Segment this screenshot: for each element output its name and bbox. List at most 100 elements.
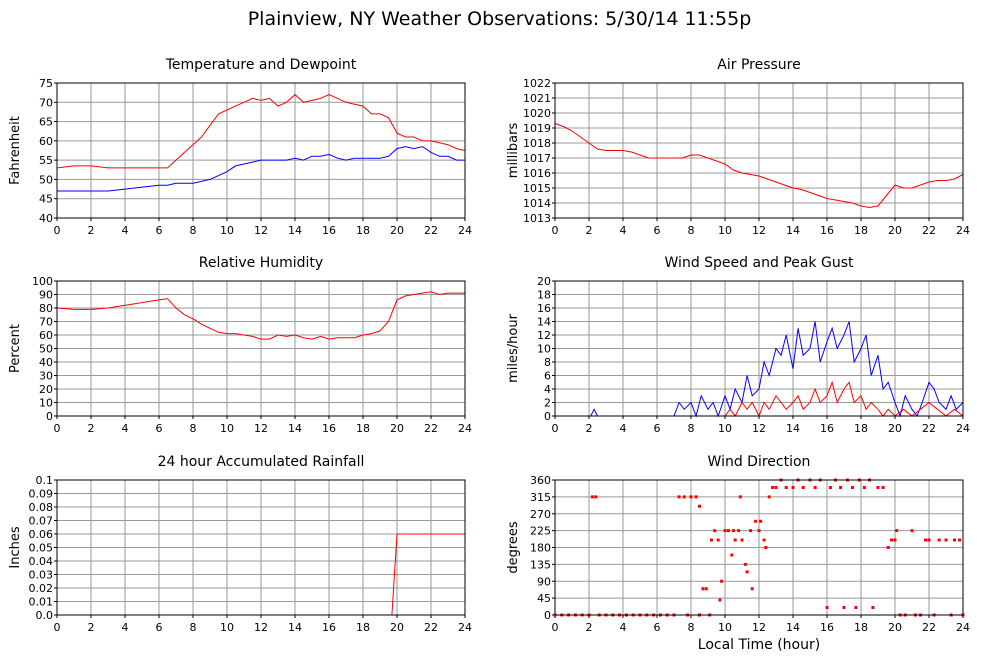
direction-point [839, 486, 843, 489]
wind-xtick-label: 12 [752, 422, 766, 435]
temp-xtick-label: 8 [190, 224, 197, 237]
humidity-ylabel: Percent [8, 324, 23, 373]
wind-xtick-label: 8 [688, 422, 695, 435]
humidity-xtick-label: 18 [356, 422, 370, 435]
wind-ytick-label: 18 [537, 289, 551, 302]
direction-point [757, 529, 761, 533]
temp-xtick-label: 20 [390, 224, 404, 237]
wind-xtick-label: 18 [854, 422, 868, 435]
direction-point [677, 495, 681, 499]
pressure-ytick-label: 1013 [523, 212, 551, 225]
pressure-ytick-label: 1022 [523, 77, 551, 90]
wind-ytick-label: 6 [544, 370, 551, 383]
rain-xtick-label: 20 [390, 621, 404, 634]
direction-point [694, 495, 698, 499]
temp-ytick-label: 50 [39, 173, 53, 186]
rain-ytick-label: 0.05 [29, 542, 54, 555]
direction-point [828, 486, 832, 489]
direction-point [738, 495, 742, 499]
pressure-ytick-label: 1016 [523, 167, 551, 180]
wind-xtick-label: 0 [552, 422, 559, 435]
temp-xtick-label: 14 [288, 224, 302, 237]
humidity-xtick-label: 12 [254, 422, 268, 435]
pressure-ytick-label: 1014 [523, 197, 551, 210]
wind-xtick-label: 22 [922, 422, 936, 435]
direction-point [701, 587, 705, 591]
wind-xtick-label: 24 [956, 422, 970, 435]
direction-xtick-label: 22 [922, 621, 936, 634]
temp-series-line [57, 146, 465, 192]
rain-ytick-label: 0.06 [29, 528, 54, 541]
page-title: Plainview, NY Weather Observations: 5/30… [247, 8, 752, 30]
direction-ylabel: degrees [506, 521, 521, 574]
pressure-xtick-label: 16 [820, 224, 834, 237]
rain-xtick-label: 14 [288, 621, 302, 634]
rain-xtick-label: 4 [122, 621, 129, 634]
wind-ytick-label: 4 [544, 383, 551, 396]
wind-xtick-label: 16 [820, 422, 834, 435]
temp-ytick-label: 45 [39, 193, 53, 206]
pressure-ytick-label: 1021 [523, 92, 551, 105]
direction-xtick-label: 16 [820, 621, 834, 634]
direction-point [813, 486, 817, 489]
rain-ytick-label: 0.02 [29, 582, 54, 595]
rain-xtick-label: 16 [322, 621, 336, 634]
wind-frame [554, 280, 964, 417]
humidity-xtick-label: 0 [54, 422, 61, 435]
direction-ytick-label: 90 [537, 575, 551, 588]
direction-xtick-label: 24 [956, 621, 970, 634]
humidity-xtick-label: 6 [156, 422, 163, 435]
direction-point [876, 486, 880, 489]
humidity-xtick-label: 14 [288, 422, 302, 435]
temp-xtick-label: 22 [424, 224, 438, 237]
pressure-ylabel: millibars [506, 123, 521, 179]
rain-xtick-label: 18 [356, 621, 370, 634]
direction-ytick-label: 225 [530, 525, 551, 538]
pressure-ytick-label: 1019 [523, 122, 551, 135]
pressure-xtick-label: 2 [586, 224, 593, 237]
direction-point [709, 538, 713, 542]
wind-ytick-label: 16 [537, 302, 551, 315]
direction-xlabel: Local Time (hour) [698, 637, 820, 653]
direction-point [924, 538, 928, 542]
pressure-ytick-label: 1020 [523, 107, 551, 120]
pressure-xtick-label: 24 [956, 224, 970, 237]
direction-point [754, 519, 758, 523]
wind-xtick-label: 6 [654, 422, 661, 435]
rain-ytick-label: 0.01 [29, 596, 54, 609]
pressure-xtick-label: 18 [854, 224, 868, 237]
direction-title: Wind Direction [708, 454, 811, 470]
direction-ytick-label: 360 [530, 474, 551, 487]
temp-xtick-label: 4 [122, 224, 129, 237]
direction-point [733, 538, 737, 542]
rain-xtick-label: 2 [88, 621, 95, 634]
direction-point [771, 486, 775, 489]
direction-point [713, 529, 717, 533]
wind-ytick-label: 8 [544, 356, 551, 369]
direction-point [767, 495, 771, 499]
humidity-ytick-label: 50 [39, 343, 53, 356]
direction-point [594, 495, 598, 499]
direction-point [825, 606, 829, 609]
direction-point [871, 606, 875, 609]
temp-series-line [56, 93, 466, 169]
humidity-xtick-label: 24 [458, 422, 472, 435]
humidity-xtick-label: 16 [322, 422, 336, 435]
direction-point [732, 529, 735, 533]
wind-xtick-label: 4 [620, 422, 627, 435]
direction-point [862, 486, 866, 489]
pressure-frame [554, 82, 964, 219]
direction-frame [554, 479, 964, 616]
temp-xtick-label: 0 [54, 224, 61, 237]
direction-xtick-label: 2 [586, 621, 593, 634]
wind-title: Wind Speed and Peak Gust [665, 255, 854, 271]
direction-point [851, 486, 854, 489]
direction-point [890, 538, 894, 542]
rain-ytick-label: 0.09 [29, 488, 54, 501]
direction-point [718, 598, 722, 602]
rain-xtick-label: 8 [190, 621, 197, 634]
direction-point [749, 529, 752, 533]
humidity-ytick-label: 90 [39, 289, 53, 302]
